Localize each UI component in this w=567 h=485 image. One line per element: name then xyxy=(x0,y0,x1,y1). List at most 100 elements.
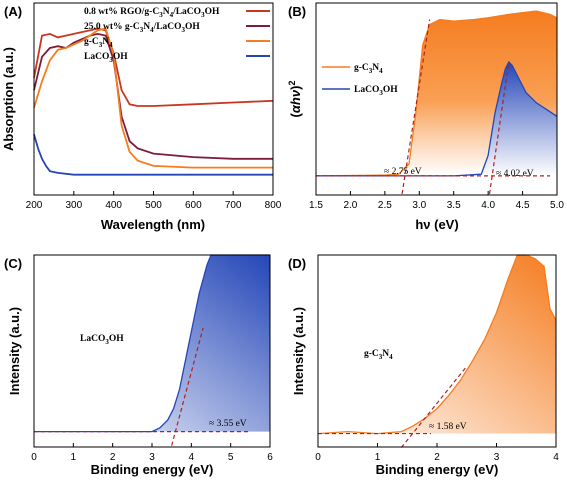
panel-a-legend-label-4-part: LaCO xyxy=(84,52,109,62)
panel-a-legend-label-3-part: g-C xyxy=(84,37,99,47)
panel-c-annotation: ≈ 3.55 eV xyxy=(209,419,247,429)
panel-a-legend-label-1-part: 4 xyxy=(170,11,174,19)
panel-b-series-line-2 xyxy=(316,60,558,177)
panel-a-legend-label-4-part: 3 xyxy=(109,56,113,64)
panel-d-series-line xyxy=(317,254,557,435)
panel-d-ylabel: Intensity (a.u.) xyxy=(291,307,306,395)
panel-a-tick-label: 400 xyxy=(105,200,122,211)
panel-a-legend-label-2-part: 3 xyxy=(182,26,186,34)
panel-b-tick-label: 2.5 xyxy=(378,200,392,211)
panel-b-tick-label: 3.0 xyxy=(412,200,426,211)
panel-c-xlabel: Binding energy (eV) xyxy=(91,462,214,477)
panel-a-legend-label-1-part: N xyxy=(163,7,170,17)
panel-a-tick-label: 300 xyxy=(65,200,82,211)
panel-c-sample-part-2: OH xyxy=(109,334,124,344)
panel-a-series-line-1 xyxy=(33,27,274,107)
panel-b-legend-label-1: g-C3N4 xyxy=(354,63,383,75)
panel-a-tick-label: 800 xyxy=(265,200,282,211)
panel-c-tick-label: 1 xyxy=(71,452,77,463)
panel-a-legend-label-1-part: 0.8 wt% RGO/g-C xyxy=(84,7,159,17)
panel-c-ylabel: Intensity (a.u.) xyxy=(7,307,22,395)
panel-b-tangent-1 xyxy=(401,19,431,194)
panel-b-tick-label: 4.0 xyxy=(481,200,495,211)
panel-a-tick-label: 200 xyxy=(26,200,43,211)
panel-d-series-area xyxy=(318,255,556,434)
panel-a-legend-label-2: 25.0 wt% g-C3N4/LaCO3OH xyxy=(84,22,200,34)
panel-a-legend-label-2-part: N xyxy=(143,22,150,32)
panel-a-legend-label-2-part: 3 xyxy=(140,26,144,34)
panel-c-sample-sub: 3 xyxy=(105,338,109,346)
panel-b-legend-label-1-part: g-C xyxy=(354,63,369,73)
panel-d-tangent xyxy=(400,365,468,448)
panel-d-sample-sub-1: 3 xyxy=(379,353,383,361)
panel-b-frame xyxy=(315,2,558,196)
panel-a-legend-label-1-part: 3 xyxy=(159,11,163,19)
panel-b-tick-label: 1.5 xyxy=(309,200,323,211)
panel-b-plot xyxy=(315,10,558,194)
panel-a-series-line-3 xyxy=(33,27,273,169)
panel-a-legend-label-3: g-C3N4 xyxy=(84,37,113,49)
panel-b-ylabel-close: ) xyxy=(288,86,303,90)
panel-a: (A) Wavelength (nm) Absorption (a.u.) 20… xyxy=(1,2,282,232)
panel-d-xlabel: Binding energy (eV) xyxy=(376,462,499,477)
panel-c-tick-label: 0 xyxy=(31,452,37,463)
panel-a-legend-label-3-part: 3 xyxy=(99,41,103,49)
panel-a-xlabel: Wavelength (nm) xyxy=(101,217,205,232)
panel-c-series-area xyxy=(34,255,270,432)
panel-d-plot xyxy=(317,254,557,448)
panel-d-label: (D) xyxy=(288,256,306,271)
panel-b-ylabel-exp: 2 xyxy=(287,81,297,86)
panel-d-annotation: ≈ 1.58 eV xyxy=(429,422,467,432)
panel-a-series-line-2 xyxy=(33,32,273,160)
panel-c: (C) Binding energy (eV) Intensity (a.u.)… xyxy=(4,254,273,477)
panel-b-annotation-1: ≈ 2.75 eV xyxy=(384,167,422,177)
panel-a-legend-label-4-part: OH xyxy=(113,52,128,62)
panel-a-plot xyxy=(33,27,274,176)
panel-d-sample-sub-2: 4 xyxy=(389,353,393,361)
panel-a-legend-label-2-part: 4 xyxy=(150,26,154,34)
panel-b-ylabel: (αhν)2 xyxy=(287,81,303,118)
panel-c-tick-label: 5 xyxy=(228,452,234,463)
panel-d-sample-part-1: g-C xyxy=(364,349,379,359)
panel-a-tick-label: 500 xyxy=(145,200,162,211)
panel-d-tick-label: 0 xyxy=(315,452,321,463)
panel-b-tick-label: 3.5 xyxy=(447,200,461,211)
panel-b-series-area-2 xyxy=(316,62,557,176)
panel-a-legend-label-1: 0.8 wt% RGO/g-C3N4/LaCO3OH xyxy=(84,7,220,19)
panel-c-tick-label: 2 xyxy=(110,452,116,463)
panel-b-tick-label: 2.0 xyxy=(343,200,357,211)
panel-b-label: (B) xyxy=(288,4,306,19)
panel-d-sample-part-2: N xyxy=(382,349,389,359)
panel-a-legend-label-1-part: /LaCO xyxy=(172,7,201,17)
panel-c-plot xyxy=(34,254,270,446)
panel-b-legend-label-2-part: LaCO xyxy=(354,85,379,95)
panel-a-series-line-4 xyxy=(33,133,273,176)
panel-a-tick-label: 600 xyxy=(185,200,202,211)
panel-a-legend-label-3-part: 4 xyxy=(109,41,113,49)
panel-b-legend-label-2-part: OH xyxy=(383,85,398,95)
panel-a-label: (A) xyxy=(4,4,22,19)
panel-a-ylabel: Absorption (a.u.) xyxy=(1,47,16,151)
panel-b: (B) hν (eV) (αhν)2 1.5 2.0 2.5 3.0 3.5 4.0 4.5… xyxy=(287,2,564,232)
panel-a-legend-label-2-part: 25.0 wt% g-C xyxy=(84,22,140,32)
panel-a-legend-label-1-part: 3 xyxy=(201,11,205,19)
panel-b-legend-label-2: LaCO3OH xyxy=(354,85,398,97)
panel-c-sample-label: LaCO3OH xyxy=(80,334,124,346)
panel-b-xlabel: hν (eV) xyxy=(415,217,458,232)
panel-d-tick-label: 3 xyxy=(494,452,500,463)
panel-d-sample-label: g-C3N4 xyxy=(364,349,393,361)
panel-c-tick-label: 6 xyxy=(267,452,273,463)
panel-c-sample-part-1: LaCO xyxy=(80,334,105,344)
panel-b-legend-label-1-part: 3 xyxy=(369,67,373,75)
panel-b-legend-label-2-part: 3 xyxy=(379,89,383,97)
panel-d-xticks: 0 1 2 3 4 xyxy=(315,443,559,463)
panel-a-legend-label-2-part: /LaCO xyxy=(153,22,182,32)
panel-c-tick-label: 4 xyxy=(189,452,195,463)
panel-d-tick-label: 1 xyxy=(375,452,381,463)
panel-b-ylabel-open: ( xyxy=(288,112,303,117)
panel-c-xticks: 0 1 2 3 4 5 6 xyxy=(31,443,273,463)
panel-b-tangent-2 xyxy=(488,61,510,194)
